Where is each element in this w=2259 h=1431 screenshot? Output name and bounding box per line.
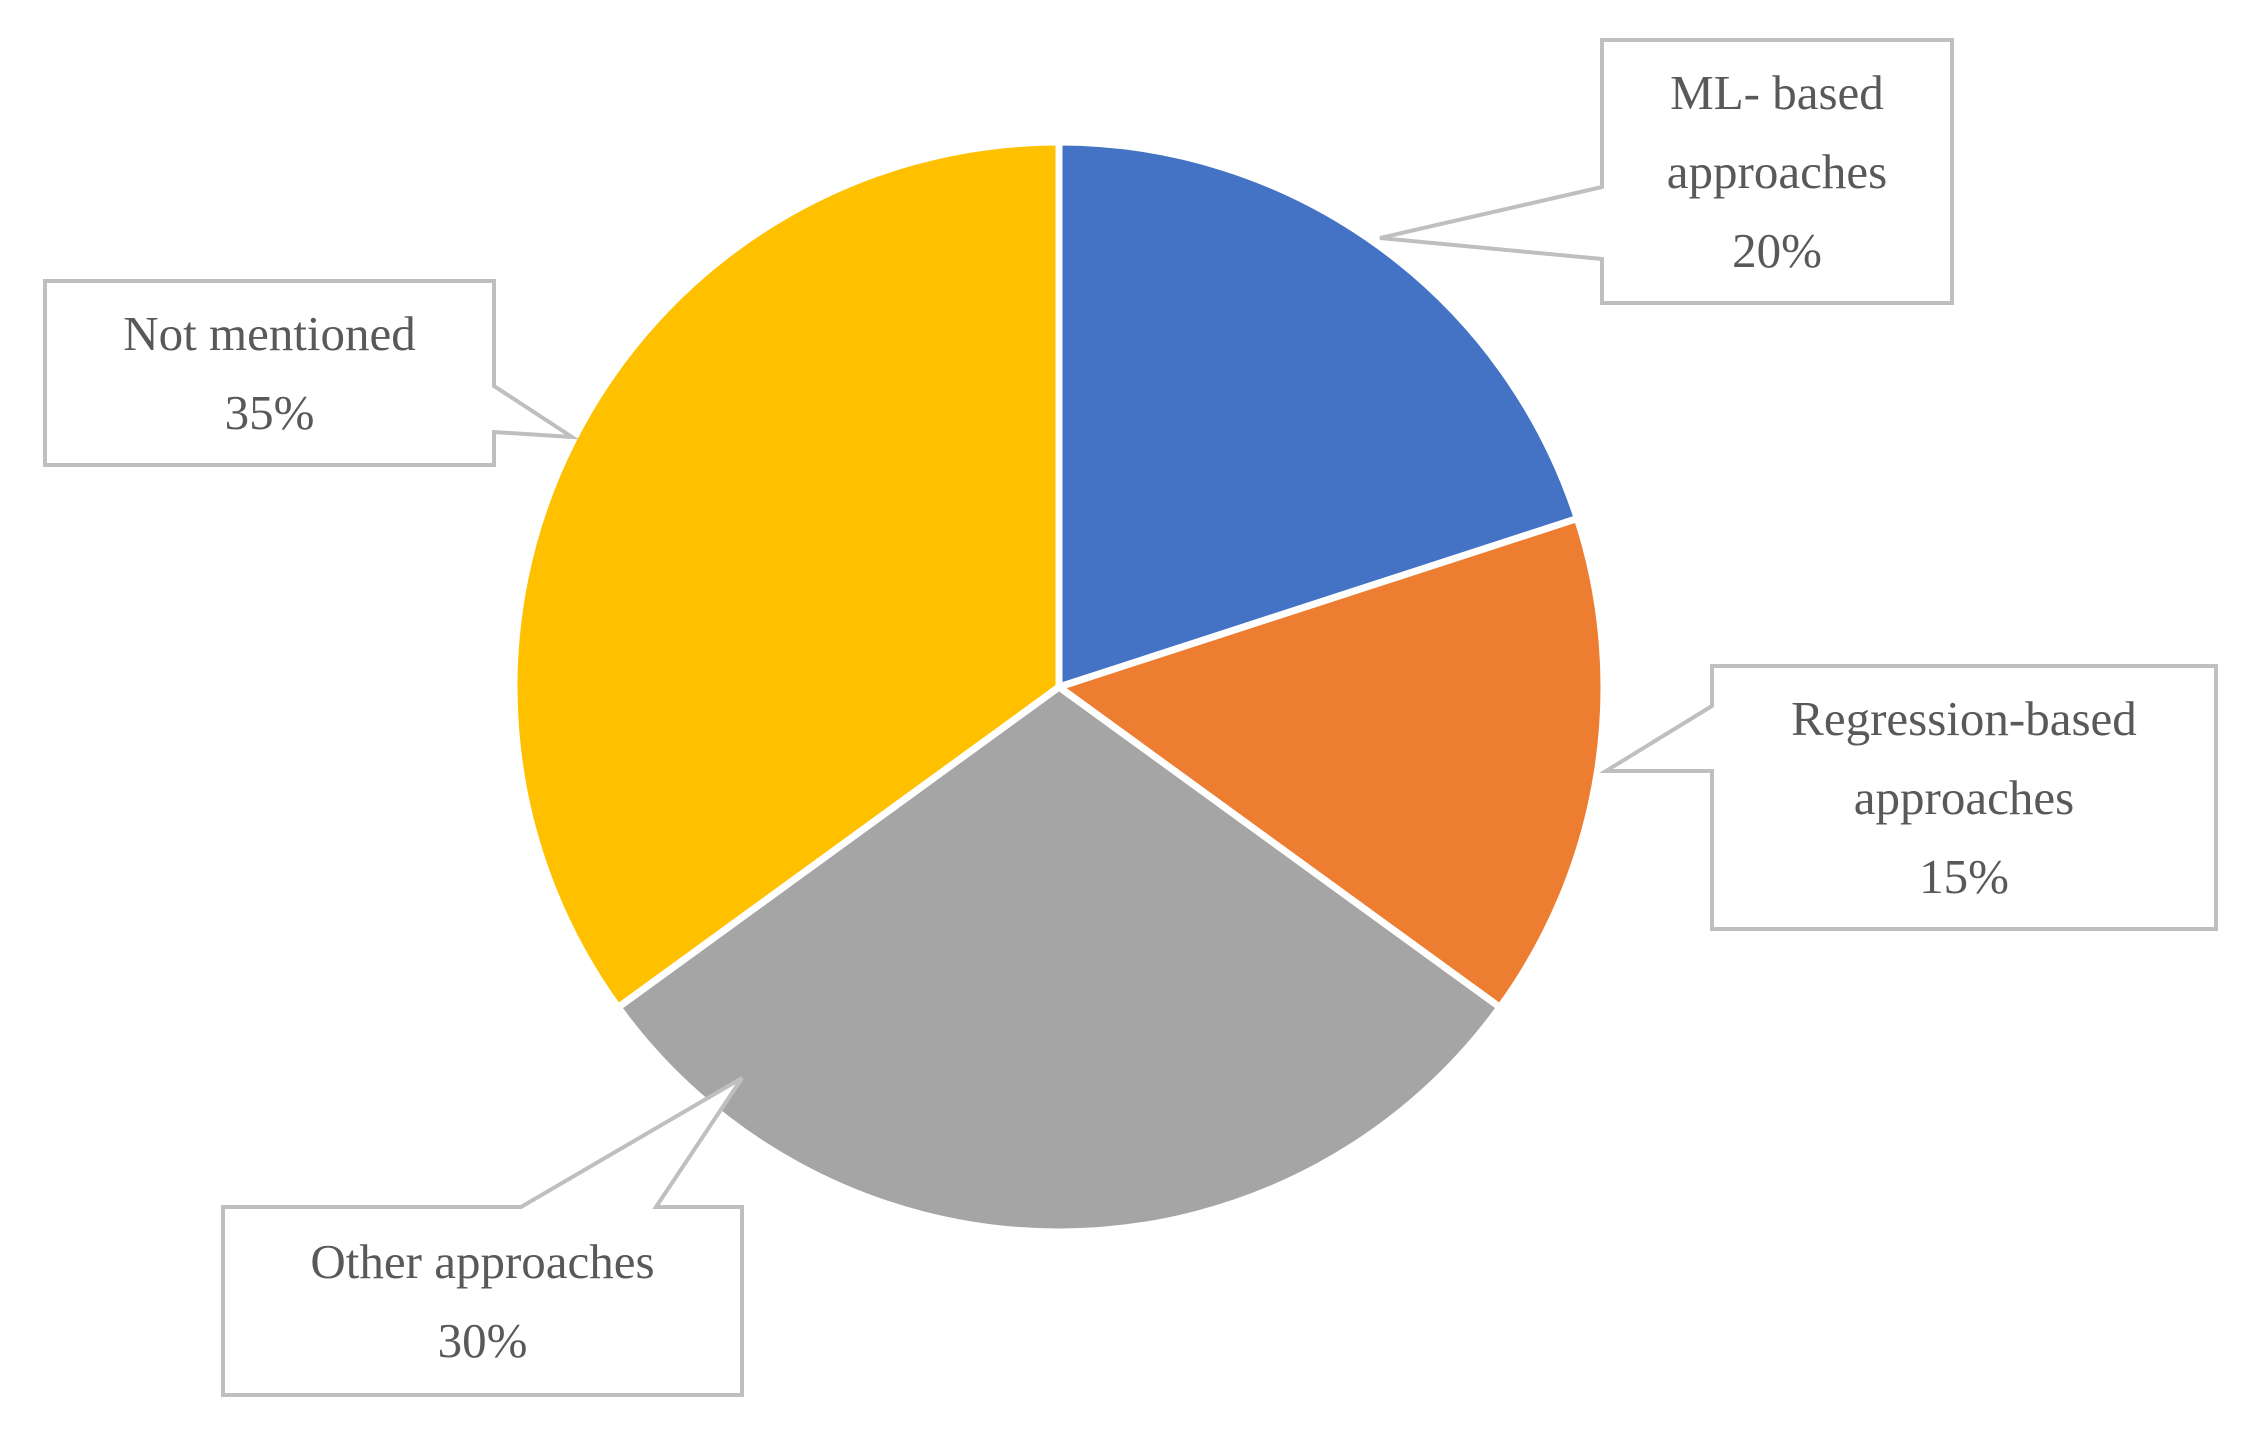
- callout-box: [221, 1076, 744, 1397]
- category-label: Not mentioned: [123, 306, 416, 361]
- callout-box: [1598, 664, 2218, 931]
- data-label: Regression-based approaches 15%: [1712, 666, 2216, 929]
- category-label: Other approaches: [310, 1234, 655, 1289]
- value-label: 30%: [437, 1313, 528, 1368]
- value-label: 35%: [224, 385, 315, 440]
- value-label: 20%: [1732, 223, 1822, 278]
- data-label: Not mentioned 35%: [45, 281, 494, 465]
- data-label: Other approaches 30%: [223, 1207, 742, 1395]
- pie-slice: [1055, 138, 1581, 691]
- value-label: 15%: [1919, 849, 2009, 904]
- category-label: ML- based approaches: [1666, 65, 1888, 199]
- data-label: ML- based approaches 20%: [1602, 40, 1952, 303]
- pie-slice: [1055, 515, 1608, 1011]
- callout-box: [43, 279, 580, 467]
- callout-box: [1379, 38, 1954, 305]
- pie-slice: [510, 138, 1063, 1011]
- category-label: Regression-based approaches: [1791, 691, 2137, 825]
